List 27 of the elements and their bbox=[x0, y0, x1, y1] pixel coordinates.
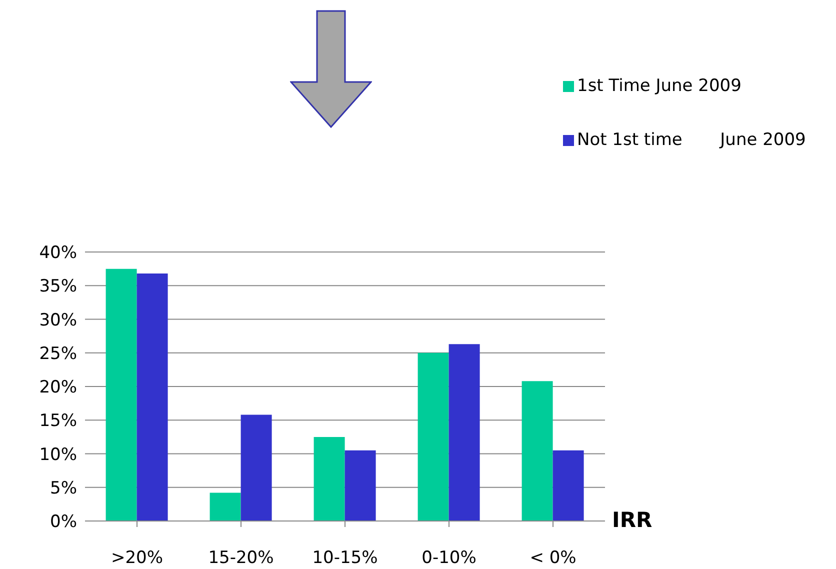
bar bbox=[344, 450, 376, 521]
bar bbox=[210, 492, 241, 521]
x-tick-label: >20% bbox=[110, 548, 164, 568]
x-tick-label: 10-15% bbox=[312, 548, 378, 568]
bar bbox=[418, 352, 449, 521]
bar bbox=[522, 381, 553, 521]
legend-label: 1st Time June 2009 bbox=[577, 76, 742, 96]
bar bbox=[448, 344, 480, 521]
y-tick-label: 0% bbox=[50, 512, 77, 532]
x-tick-label: 0-10% bbox=[422, 548, 476, 568]
legend-label: Not 1st time June 2009 bbox=[577, 130, 807, 150]
bar bbox=[552, 450, 584, 521]
y-tick-label: 10% bbox=[39, 444, 77, 465]
x-tick-label: < 0% bbox=[530, 548, 576, 568]
bar bbox=[136, 274, 168, 521]
x-axis-title: IRR bbox=[612, 508, 652, 532]
y-tick-label: 40% bbox=[39, 243, 77, 264]
y-tick-label: 25% bbox=[39, 344, 77, 364]
x-tick-label: 15-20% bbox=[208, 548, 274, 568]
y-tick-label: 35% bbox=[39, 276, 77, 297]
y-tick-label: 30% bbox=[39, 310, 77, 330]
y-tick-label: 20% bbox=[39, 378, 77, 398]
bar bbox=[314, 436, 345, 521]
bar bbox=[240, 414, 272, 521]
bar bbox=[106, 268, 137, 521]
y-tick-label: 5% bbox=[50, 478, 77, 498]
y-tick-label: 15% bbox=[39, 411, 77, 432]
